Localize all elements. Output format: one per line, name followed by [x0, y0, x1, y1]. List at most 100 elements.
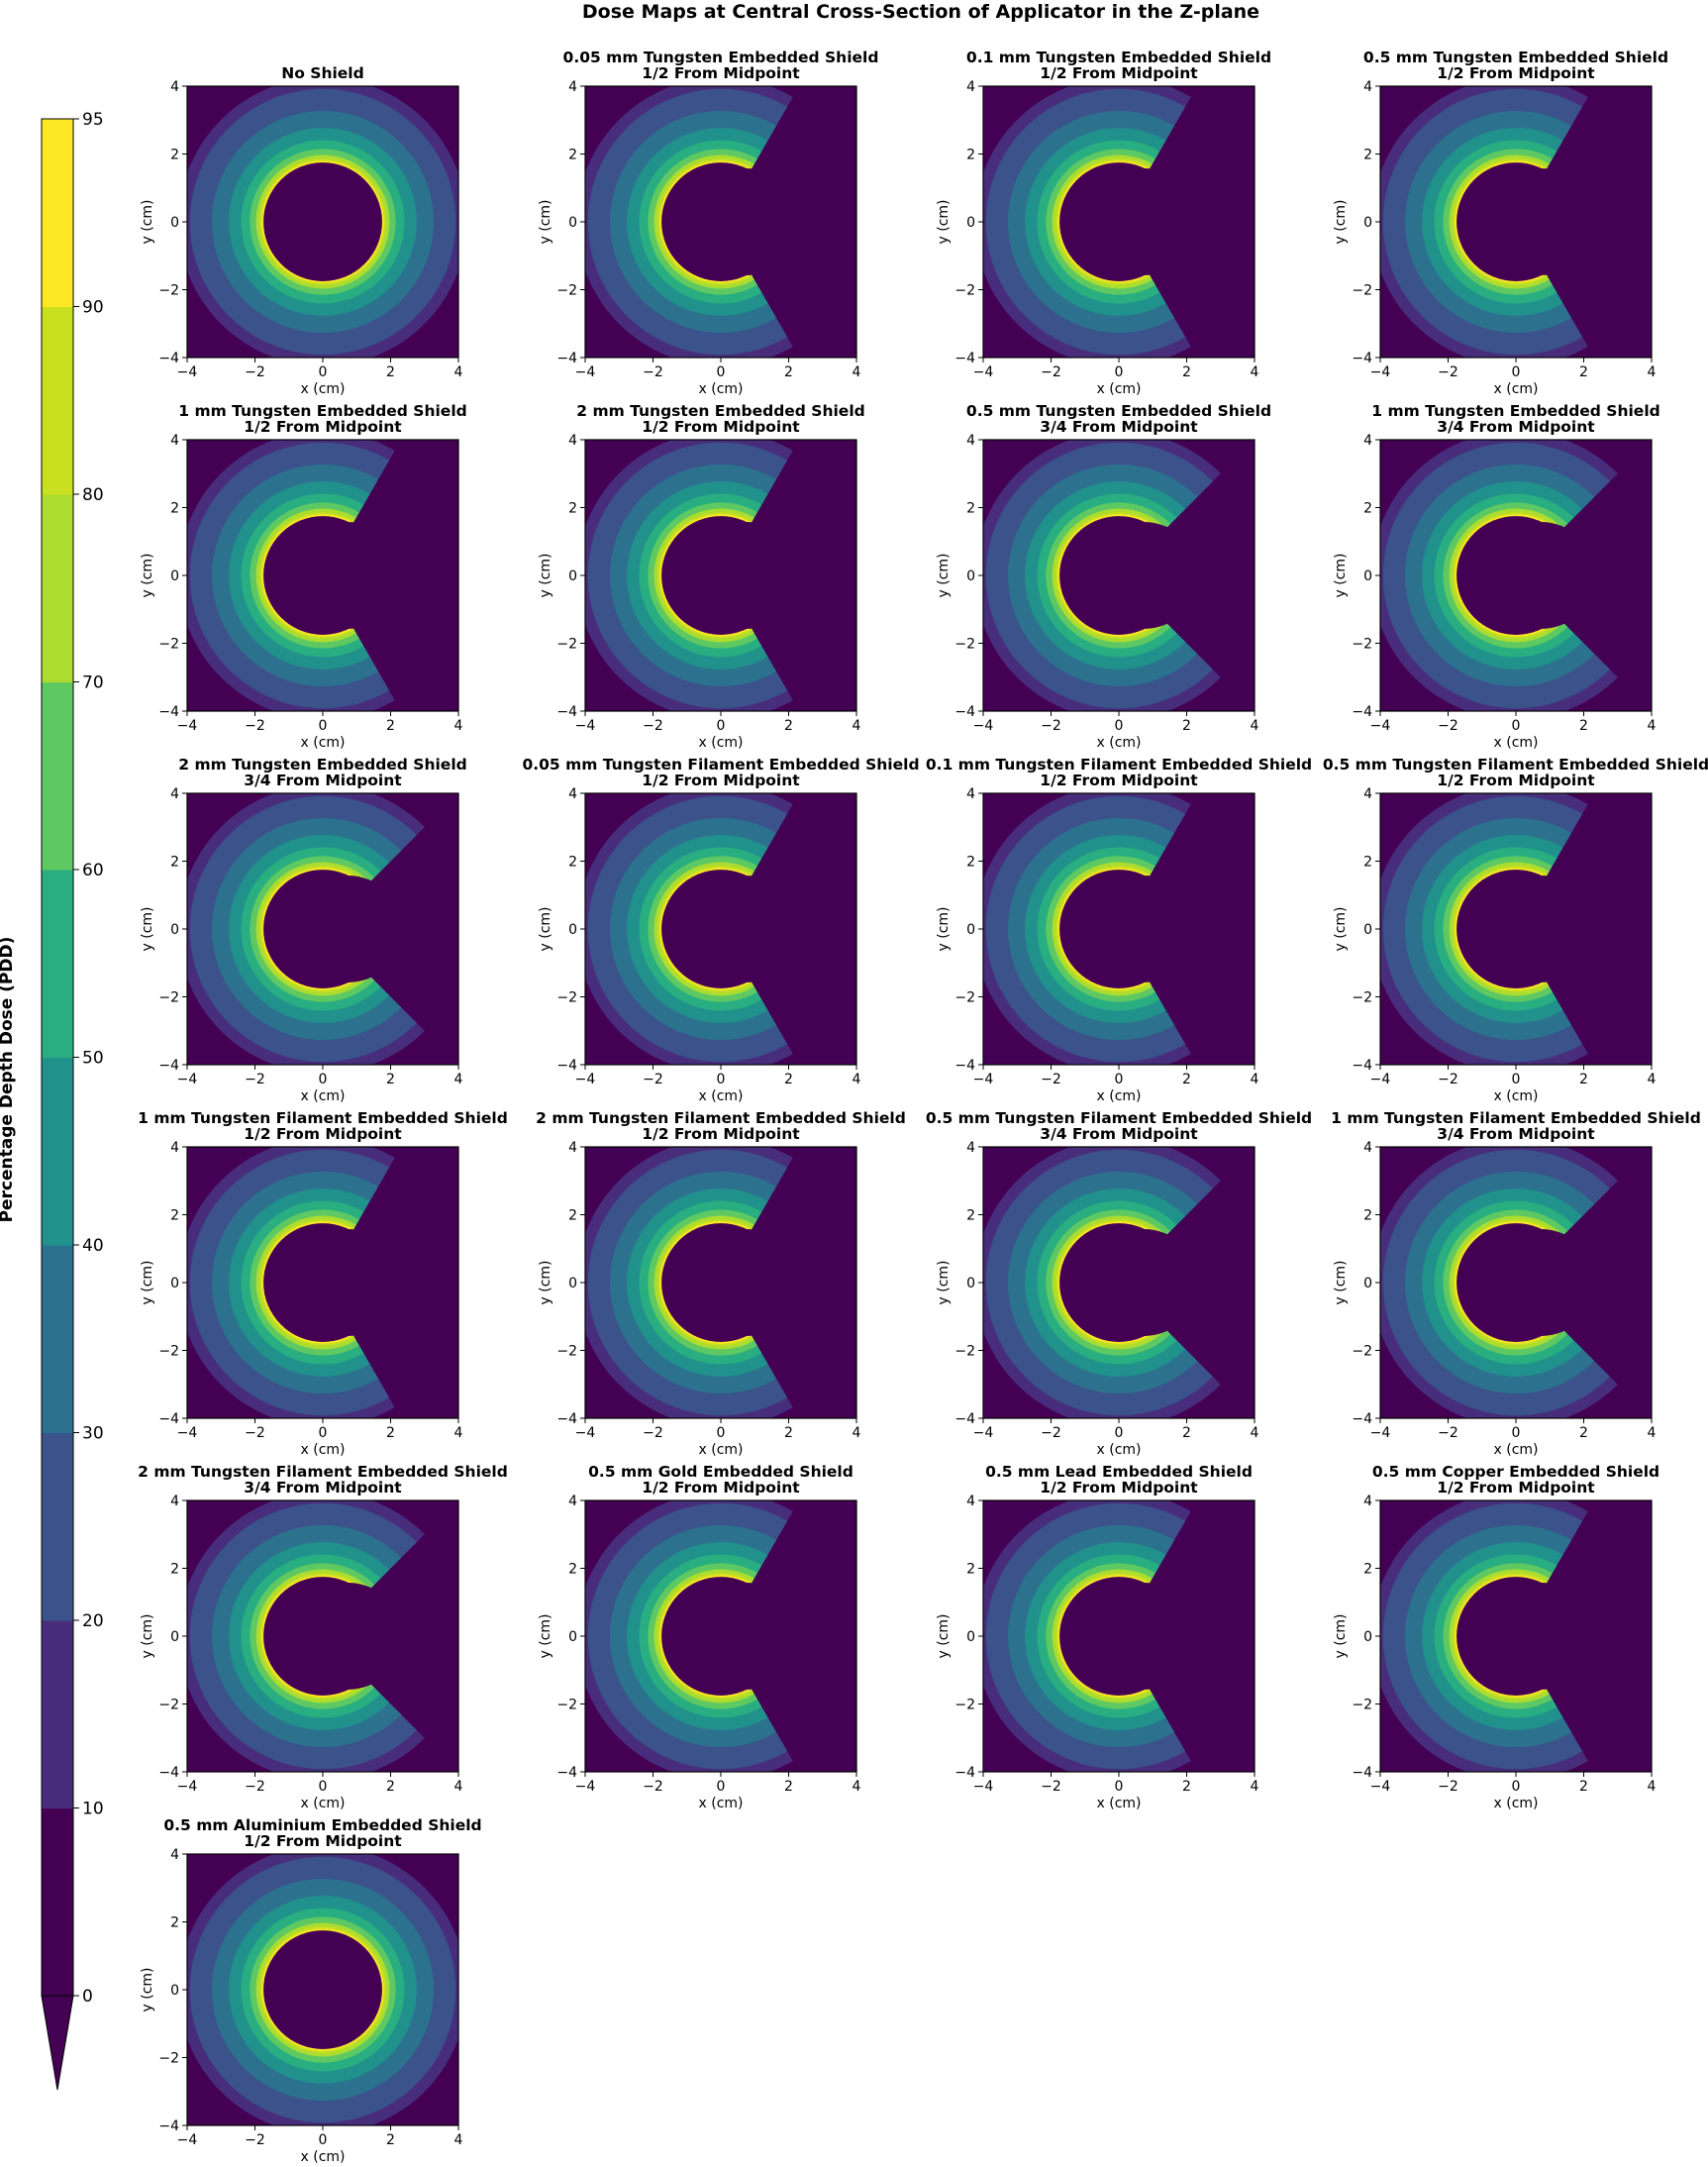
y-tick-label: 0	[170, 568, 179, 584]
panel-subtitle: 1/2 From Midpoint	[1437, 1479, 1595, 1496]
panel-title: 0.5 mm Tungsten Filament Embedded Shield	[1323, 756, 1708, 774]
dose-panel: 2 mm Tungsten Filament Embedded Shield3/…	[138, 1463, 508, 1811]
panel-subtitle: 3/4 From Midpoint	[1437, 1125, 1595, 1143]
x-tick-label: −2	[1438, 364, 1458, 380]
x-tick-label: −4	[973, 364, 994, 380]
applicator-shield-core	[1090, 522, 1198, 629]
dose-panel: 0.1 mm Tungsten Filament Embedded Shield…	[926, 756, 1312, 1104]
panel-subtitle: 3/4 From Midpoint	[244, 772, 402, 789]
x-tick-label: −4	[575, 1779, 596, 1795]
x-axis-label: x (cm)	[1494, 1442, 1539, 1458]
panel-title: 0.05 mm Tungsten Filament Embedded Shiel…	[522, 756, 919, 774]
y-tick-label: −4	[158, 1058, 179, 1074]
x-tick-label: 4	[454, 718, 463, 734]
y-axis-label: y (cm)	[1333, 1261, 1349, 1305]
y-tick-label: −2	[158, 1698, 179, 1713]
dose-panel: 0.05 mm Tungsten Filament Embedded Shiel…	[522, 756, 919, 1104]
y-axis-label: y (cm)	[140, 1261, 155, 1305]
y-tick-label: 0	[1363, 1629, 1372, 1645]
y-axis-label: y (cm)	[936, 1261, 952, 1305]
y-tick-label: 4	[1363, 1140, 1372, 1156]
y-tick-label: −2	[954, 990, 975, 1006]
y-tick-label: 4	[170, 1847, 179, 1863]
panel-title: 2 mm Tungsten Embedded Shield	[178, 756, 466, 774]
y-tick-label: −2	[556, 1698, 577, 1713]
y-tick-label: −2	[1352, 637, 1372, 653]
y-tick-label: 0	[1363, 922, 1372, 938]
applicator-shield-core	[692, 876, 800, 982]
y-tick-label: −4	[158, 2118, 179, 2134]
applicator-shield-core	[1090, 168, 1198, 275]
y-tick-label: −4	[556, 704, 577, 720]
x-axis-label: x (cm)	[1097, 1442, 1142, 1458]
x-axis-label: x (cm)	[699, 1442, 744, 1458]
panel-subtitle: 1/2 From Midpoint	[244, 418, 402, 436]
panel-subtitle: 1/2 From Midpoint	[642, 418, 800, 436]
x-axis-label: x (cm)	[1494, 735, 1539, 751]
y-tick-label: 0	[1363, 568, 1372, 584]
colorbar-tick-label: 90	[82, 298, 104, 318]
y-tick-label: 4	[170, 1494, 179, 1509]
dose-panel: 0.5 mm Tungsten Filament Embedded Shield…	[926, 1109, 1312, 1458]
y-axis-label: y (cm)	[538, 907, 553, 952]
y-tick-label: −4	[1352, 704, 1372, 720]
y-tick-label: −2	[158, 283, 179, 299]
y-tick-label: −4	[158, 1765, 179, 1781]
y-tick-label: −2	[1352, 1344, 1372, 1360]
panel-subtitle: 1/2 From Midpoint	[1040, 772, 1198, 789]
y-tick-label: −2	[1352, 1698, 1372, 1713]
x-tick-label: 2	[784, 364, 793, 380]
x-tick-label: 0	[1115, 1072, 1124, 1087]
y-tick-label: 4	[1363, 786, 1372, 802]
x-tick-label: 0	[1115, 1425, 1124, 1441]
y-tick-label: 4	[568, 433, 577, 449]
y-tick-label: 2	[170, 1562, 179, 1578]
panel-subtitle: 1/2 From Midpoint	[1437, 772, 1595, 789]
colorbar-band	[42, 494, 73, 683]
y-tick-label: −2	[954, 283, 975, 299]
y-axis-label: y (cm)	[1333, 554, 1349, 598]
y-tick-label: 0	[170, 1983, 179, 1999]
y-tick-label: 2	[568, 1562, 577, 1578]
y-tick-label: 2	[966, 855, 975, 871]
x-tick-label: −4	[575, 364, 596, 380]
y-tick-label: 4	[1363, 79, 1372, 95]
y-tick-label: −2	[556, 990, 577, 1006]
x-tick-label: −4	[1370, 1072, 1391, 1087]
y-tick-label: 4	[568, 1494, 577, 1509]
y-tick-label: 2	[568, 855, 577, 871]
x-tick-label: 0	[1115, 364, 1124, 380]
y-tick-label: −2	[1352, 283, 1372, 299]
y-tick-label: 4	[966, 786, 975, 802]
x-tick-label: 2	[784, 718, 793, 734]
x-tick-label: −4	[973, 1779, 994, 1795]
y-tick-label: 2	[170, 1915, 179, 1931]
x-tick-label: 0	[1512, 1779, 1521, 1795]
x-tick-label: −2	[1438, 1425, 1458, 1441]
applicator-shield-core	[1090, 1583, 1198, 1690]
x-tick-label: 0	[1512, 364, 1521, 380]
x-tick-label: 4	[454, 1072, 463, 1087]
x-axis-label: x (cm)	[301, 2149, 346, 2165]
x-tick-label: −2	[245, 1425, 265, 1441]
x-tick-label: −4	[1370, 364, 1391, 380]
x-tick-label: 2	[1579, 1425, 1588, 1441]
y-tick-label: 2	[966, 1562, 975, 1578]
x-tick-label: 4	[853, 1779, 861, 1795]
y-axis-label: y (cm)	[1333, 1614, 1349, 1659]
panel-title: 1 mm Tungsten Filament Embedded Shield	[138, 1109, 508, 1127]
y-tick-label: −4	[954, 1411, 975, 1427]
colorbar-tick-label: 30	[82, 1424, 104, 1444]
y-tick-label: 0	[568, 215, 577, 231]
x-tick-label: −4	[973, 1425, 994, 1441]
applicator-shield-core	[294, 876, 402, 982]
x-tick-label: 2	[784, 1425, 793, 1441]
x-tick-label: −2	[1438, 1072, 1458, 1087]
colorbar-band	[42, 1245, 73, 1434]
